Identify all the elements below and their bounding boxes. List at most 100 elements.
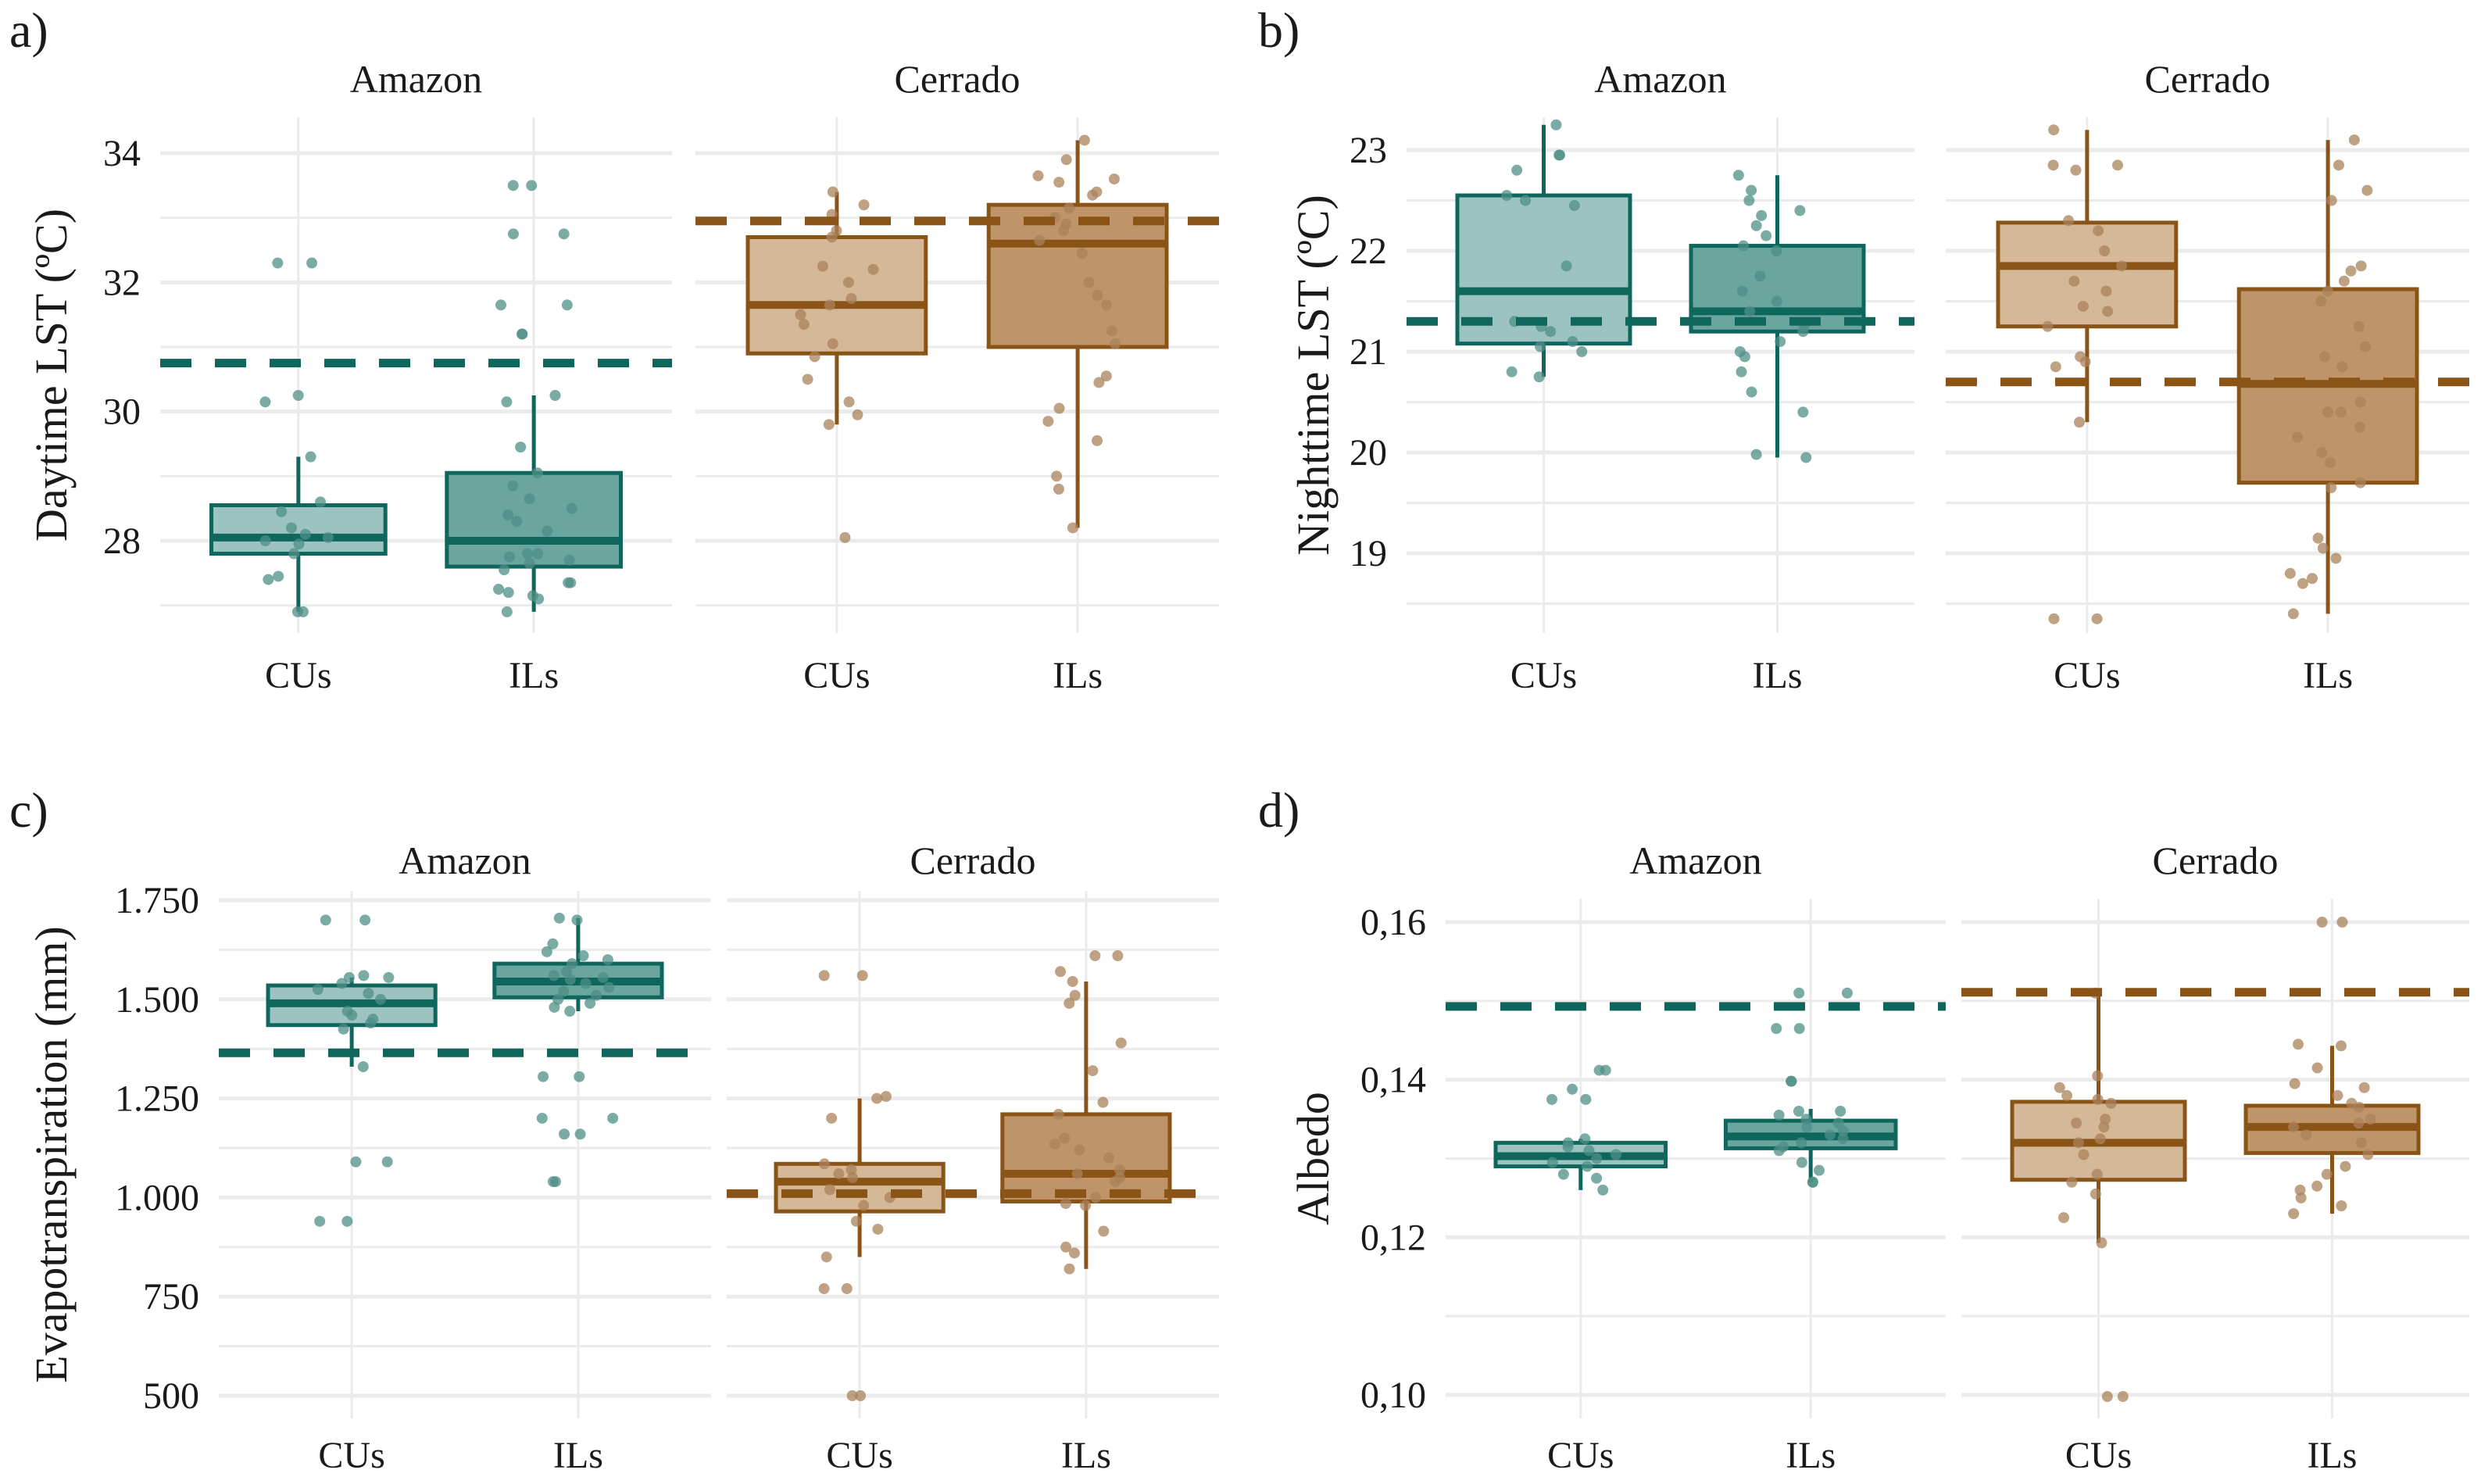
data-point [273, 570, 284, 582]
data-point [524, 557, 535, 569]
y-tick-label: 23 [1350, 130, 1387, 171]
data-point [1832, 1117, 1844, 1129]
data-point [1051, 470, 1063, 482]
data-point [538, 1071, 549, 1082]
data-point [1053, 402, 1065, 414]
data-point [2333, 159, 2344, 171]
data-point [297, 606, 309, 617]
data-point [381, 1156, 393, 1168]
data-point [1078, 134, 1090, 146]
data-point [1837, 1133, 1849, 1145]
data-point [2324, 456, 2336, 468]
y-tick-label: 0,10 [1360, 1375, 1426, 1416]
data-point [2293, 1039, 2304, 1050]
data-point [802, 374, 813, 385]
data-point [2077, 300, 2089, 312]
data-point [1533, 371, 1545, 383]
facet-title: Amazon [1629, 839, 1761, 882]
panel-c: c) Evapotranspiration (mm) 500 750 1.000 1.25… [9, 782, 1219, 1476]
data-point [1093, 377, 1105, 388]
x-tick-label: ILs [1786, 1435, 1836, 1476]
data-point [820, 1251, 832, 1263]
data-point [336, 978, 348, 989]
data-point [607, 1112, 619, 1124]
panel-label: a) [9, 2, 48, 58]
data-point [855, 1390, 867, 1401]
data-point [2354, 396, 2366, 408]
data-point [507, 480, 519, 492]
data-point [526, 180, 538, 191]
data-point [2100, 1114, 2111, 1125]
data-point [826, 1112, 838, 1124]
facet-cerrado: Cerrado CUs ILs [695, 57, 1219, 696]
data-point [493, 584, 505, 595]
data-point [305, 451, 316, 463]
data-point [1064, 202, 1075, 214]
data-point [1744, 306, 1756, 317]
data-point [2311, 1180, 2323, 1192]
data-point [1771, 295, 1782, 307]
box-iqr [1996, 220, 2179, 329]
x-tick-label: CUs [265, 655, 331, 696]
data-point [1743, 195, 1755, 206]
data-point [845, 293, 857, 304]
data-point [1771, 1023, 1782, 1035]
data-point [272, 257, 284, 269]
x-tick-label: CUs [826, 1435, 892, 1476]
data-point [2322, 285, 2333, 297]
data-point [1053, 483, 1064, 495]
data-point [850, 1215, 862, 1227]
x-tick-label: CUs [803, 655, 870, 696]
facet-cerrado: Cerrado CUs ILs [727, 839, 1219, 1476]
data-point [1771, 245, 1782, 256]
data-point [2307, 573, 2318, 585]
data-point [1593, 1064, 1605, 1076]
data-point [343, 971, 355, 983]
data-point [1032, 170, 1044, 181]
data-point [2094, 1133, 2106, 1145]
data-point [1053, 177, 1065, 188]
x-tick-label: ILs [2303, 655, 2353, 696]
data-point [259, 535, 271, 546]
facet-cerrado: Cerrado CUs ILs [1946, 57, 2469, 696]
data-point [867, 263, 879, 275]
data-point [1506, 366, 1518, 377]
boxplot-cus: CUs [1996, 124, 2179, 696]
data-point [2355, 260, 2367, 272]
data-point [1786, 1075, 1797, 1087]
data-point [2359, 341, 2371, 352]
data-point [549, 1176, 561, 1188]
y-tick-label: 750 [143, 1276, 199, 1318]
data-point [1067, 975, 1078, 987]
data-point [527, 590, 538, 602]
data-point [2325, 195, 2337, 206]
data-point [1560, 260, 1572, 272]
box-iqr [986, 202, 1169, 349]
data-point [2071, 1117, 2082, 1129]
data-point [2340, 1160, 2351, 1172]
data-point [1736, 285, 1748, 297]
data-point [1114, 1164, 1125, 1175]
boxplot-cus: CUs [1493, 1064, 1668, 1476]
data-point [314, 1215, 326, 1227]
data-point [2090, 1188, 2101, 1200]
data-point [2315, 295, 2327, 307]
data-point [503, 551, 515, 563]
data-point [1756, 209, 1768, 221]
data-point [1793, 1023, 1805, 1035]
data-point [1732, 170, 1744, 181]
data-point [341, 1006, 353, 1017]
data-point [1841, 987, 1853, 999]
data-point [1112, 950, 1124, 962]
y-tick-label: 0,14 [1360, 1060, 1426, 1101]
panel-label: d) [1258, 782, 1299, 838]
data-point [1545, 326, 1557, 338]
y-tick-label: 30 [103, 392, 141, 433]
data-point [2070, 164, 2082, 176]
data-point [1064, 1263, 1075, 1275]
data-point [320, 914, 331, 926]
data-point [1736, 366, 1747, 377]
data-point [1611, 1149, 1622, 1160]
x-tick-label: CUs [2054, 655, 2120, 696]
